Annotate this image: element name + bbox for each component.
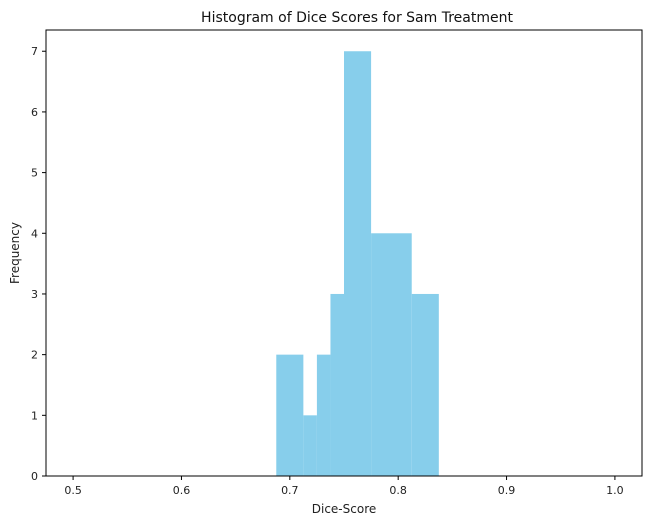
x-tick-label: 0.6: [173, 484, 191, 497]
y-tick-label: 1: [31, 409, 38, 422]
y-tick-label: 6: [31, 106, 38, 119]
x-tick-label: 0.7: [281, 484, 299, 497]
y-tick-label: 2: [31, 349, 38, 362]
chart-title: Histogram of Dice Scores for Sam Treatme…: [201, 10, 513, 26]
y-tick-label: 5: [31, 167, 38, 180]
histogram-bar: [411, 293, 439, 476]
histogram-bar: [371, 233, 412, 476]
x-tick-label: 0.5: [64, 484, 82, 497]
plot-frame: [45, 29, 643, 477]
x-tick-label: 0.9: [498, 484, 516, 497]
bars-group: [276, 51, 439, 476]
x-ticks: 0.5 0.6 0.7 0.8 0.9 1.0: [64, 476, 624, 497]
y-ticks: 0 1 2 3 4 5 6 7: [31, 45, 46, 483]
y-tick-label: 4: [31, 227, 38, 240]
y-tick-label: 3: [31, 288, 38, 301]
x-tick-label: 1.0: [606, 484, 624, 497]
x-axis-title: Dice-Score: [312, 502, 377, 516]
histogram-bar: [303, 415, 317, 476]
x-tick-label: 0.8: [389, 484, 407, 497]
y-tick-label: 7: [31, 45, 38, 58]
histogram-bar: [316, 354, 331, 476]
histogram-bar: [276, 354, 304, 476]
y-axis-title: Frequency: [8, 222, 22, 284]
histogram-bar: [344, 51, 372, 476]
y-tick-label: 0: [31, 470, 38, 483]
histogram-bar: [330, 293, 344, 476]
